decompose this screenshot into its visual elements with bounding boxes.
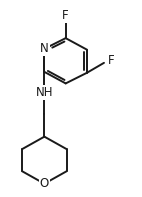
Text: F: F: [108, 54, 115, 67]
Text: O: O: [40, 177, 49, 190]
Text: F: F: [62, 9, 69, 22]
Text: NH: NH: [36, 86, 53, 99]
Text: N: N: [40, 42, 49, 55]
